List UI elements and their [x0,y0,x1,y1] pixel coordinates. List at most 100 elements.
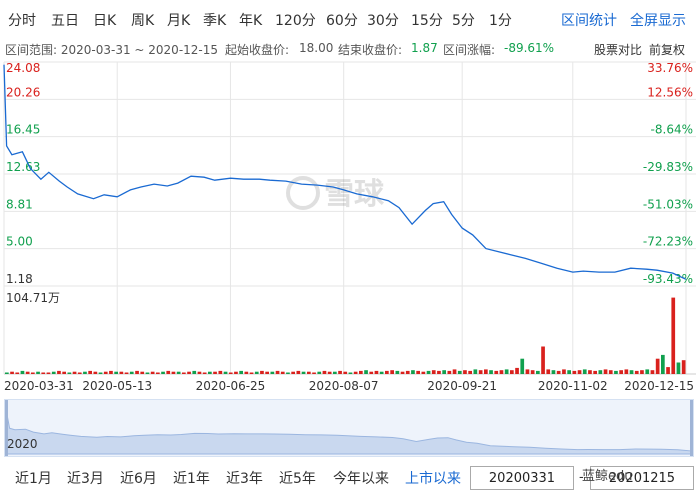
volume-bar [426,370,431,374]
tab-weekly-k[interactable]: 周K [131,13,155,29]
tab-five-day[interactable]: 五日 [51,13,79,29]
volume-bar [5,372,9,374]
volume-bar [93,371,98,374]
volume-bar [562,369,566,374]
volume-bar [124,372,129,374]
volume-bar [489,370,493,374]
tab-intraday[interactable]: 分时 [8,13,36,29]
volume-bar [15,372,20,374]
volume-bar [640,370,644,374]
tab-1min[interactable]: 1分 [489,13,512,29]
volume-bar [619,370,623,374]
pct-tick-label: 33.76% [647,61,693,75]
volume-bar [192,370,197,374]
tab-120min[interactable]: 120分 [275,13,316,29]
range-stats-button[interactable]: 区间统计 [561,13,617,29]
x-tick-label: 2020-12-15 [624,379,694,393]
date-range-separator: - [579,470,584,485]
stock-compare-button[interactable]: 股票对比 [594,43,643,57]
volume-bar [171,371,176,374]
volume-bar [536,370,540,374]
tab-monthly-k[interactable]: 月K [167,13,191,29]
volume-max-label: 104.71万 [6,291,60,305]
navigator-right-handle[interactable] [690,400,693,456]
price-volume-chart[interactable]: 雪球 24.08 20.26 16.45 12.63 8.81 5.00 1.18 33.76%… [0,58,700,398]
volume-bar [390,370,394,374]
tab-60min[interactable]: 60分 [326,13,358,29]
volume-bar [645,369,650,374]
watermark: 雪球 [286,176,385,212]
volume-bar [650,370,655,374]
volume-bar [218,370,223,374]
date-from-input[interactable] [470,466,574,490]
volume-bar [588,370,592,374]
volume-bar [405,370,410,374]
price-tick-label: 12.63 [6,160,40,174]
volume-bar [473,369,478,374]
volume-bar [629,370,634,374]
tab-15min[interactable]: 15分 [411,13,443,29]
volume-bar [166,370,171,374]
navigator-overview: 2020 [5,400,693,456]
tab-daily-k[interactable]: 日K [93,13,117,29]
volume-bar [385,370,389,374]
navigator-left-handle[interactable] [5,400,8,456]
volume-bar [239,370,243,374]
account-watermark: 蓝鲸edu [582,469,633,484]
volume-bar [598,370,603,374]
volume-bar [83,371,87,374]
volume-bar [582,369,587,374]
date-to-input[interactable] [590,466,694,490]
volume-bar [244,371,249,374]
volume-bar [208,371,212,374]
range-1y-button[interactable]: 近1年 [173,471,210,487]
volume-bar [452,369,457,374]
volume-bar [364,370,368,374]
tab-yearly-k[interactable]: 年K [239,13,263,29]
volume-bar [286,372,290,374]
volume-bar [530,370,535,374]
volume-bar [213,371,217,374]
volume-bar [572,370,577,374]
range-since-listing-button[interactable]: 上市以来 [405,471,461,487]
volume-bar [307,371,311,374]
volume-bar [322,370,327,374]
volume-bar [67,372,72,374]
range-5y-button[interactable]: 近5年 [279,471,316,487]
tab-5min[interactable]: 5分 [452,13,475,29]
volume-bar [254,371,259,374]
volume-bar [468,370,472,374]
volume-bar [20,370,25,374]
volume-bar [442,370,446,374]
fullscreen-button[interactable]: 全屏显示 [630,13,686,29]
volume-bar [36,371,40,374]
volume-bar [301,371,306,374]
volume-bar [416,370,420,374]
volume-bar [395,370,400,374]
tab-30min[interactable]: 30分 [367,13,399,29]
volume-bar [431,370,436,374]
volume-bar [280,371,285,374]
range-navigator[interactable]: 2020 [4,399,694,457]
volume-bar [421,371,426,374]
range-6m-button[interactable]: 近6月 [120,471,157,487]
volume-bar [593,370,597,374]
range-3y-button[interactable]: 近3年 [226,471,263,487]
volume-bar [577,370,582,374]
range-3m-button[interactable]: 近3月 [67,471,104,487]
volume-bar [176,371,181,374]
volume-bar [369,371,374,374]
tab-quarterly-k[interactable]: 季K [203,13,227,29]
volume-bar [551,370,556,374]
range-1m-button[interactable]: 近1月 [15,471,52,487]
volume-bar [478,370,483,374]
end-close-value: 1.87 [411,41,438,55]
volume-bar [119,371,124,374]
volume-bar [77,372,82,374]
volume-bar [484,369,488,374]
range-ytd-button[interactable]: 今年以来 [333,471,389,487]
volume-bar [520,358,525,374]
volume-bar [327,371,332,374]
forward-adjust-button[interactable]: 前复权 [649,43,686,57]
volume-bar [129,371,134,374]
